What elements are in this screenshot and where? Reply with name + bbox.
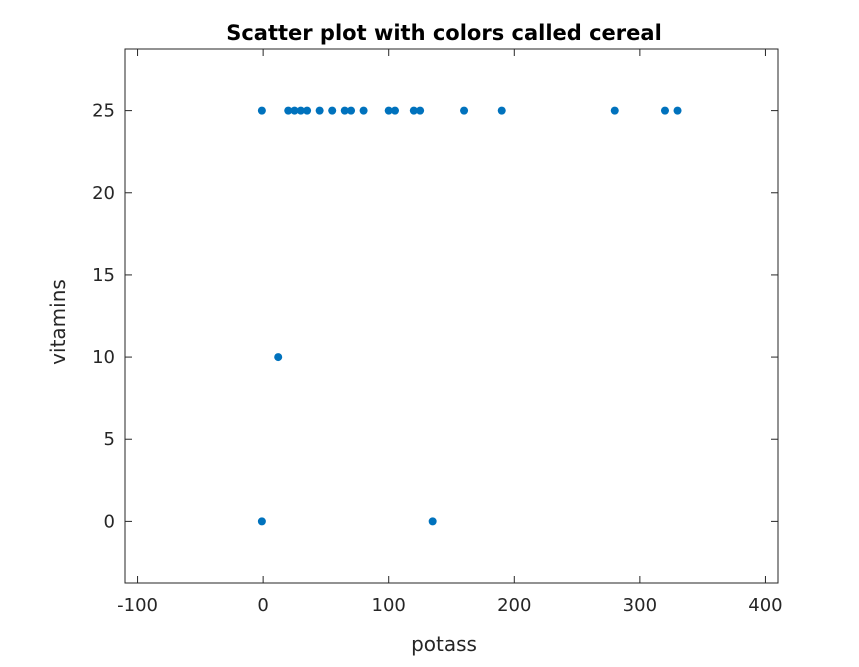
y-axis: 0 5 10 15 20 25 xyxy=(92,101,778,532)
data-point xyxy=(460,106,469,115)
data-point xyxy=(328,106,337,115)
y-tick-label: 20 xyxy=(92,183,115,204)
data-point xyxy=(296,106,305,115)
data-point xyxy=(610,106,619,115)
y-tick-label: 5 xyxy=(104,429,115,450)
y-tick-label: 15 xyxy=(92,265,115,286)
x-tick-label: 100 xyxy=(372,595,406,616)
data-points xyxy=(257,106,682,526)
data-point xyxy=(303,106,312,115)
data-point xyxy=(428,517,437,526)
data-point xyxy=(359,106,368,115)
data-point xyxy=(390,106,399,115)
x-tick-label: 300 xyxy=(623,595,657,616)
y-axis-label: vitamins xyxy=(46,279,70,365)
data-point xyxy=(284,106,293,115)
y-tick-label: 25 xyxy=(92,101,115,122)
data-point xyxy=(673,106,682,115)
y-tick-label: 0 xyxy=(104,511,115,532)
data-point xyxy=(497,106,506,115)
data-point xyxy=(384,106,393,115)
data-point xyxy=(274,353,283,362)
x-tick-label: 0 xyxy=(257,595,268,616)
data-point xyxy=(660,106,669,115)
data-point xyxy=(257,517,266,526)
x-tick-label: 200 xyxy=(497,595,531,616)
data-point xyxy=(340,106,349,115)
x-axis-label: potass xyxy=(411,632,477,656)
x-axis: -100 0 100 200 300 400 xyxy=(117,49,783,616)
plot-area xyxy=(124,48,779,584)
data-point xyxy=(416,106,425,115)
data-point xyxy=(257,106,266,115)
data-point xyxy=(315,106,324,115)
y-tick-label: 10 xyxy=(92,347,115,368)
data-point xyxy=(290,106,299,115)
chart-title: Scatter plot with colors called cereal xyxy=(226,21,662,45)
x-tick-label: 400 xyxy=(748,595,782,616)
data-point xyxy=(347,106,356,115)
data-point xyxy=(409,106,418,115)
x-tick-label: -100 xyxy=(117,595,158,616)
